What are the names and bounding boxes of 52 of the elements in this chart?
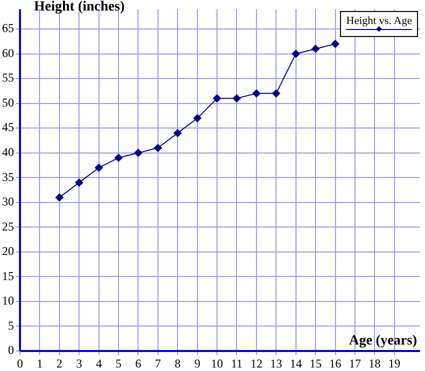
y-tick-label: 5	[8, 318, 14, 332]
x-tick-label: 15	[310, 356, 322, 370]
point	[134, 148, 142, 157]
series-label: Height vs. Age	[346, 15, 412, 28]
y-tick-label: 0	[8, 343, 14, 358]
x-tick-label: 13	[270, 356, 282, 370]
x-tick-label: 11	[230, 356, 243, 370]
y-tick-label: 55	[2, 70, 14, 85]
x-tick-label: 9	[194, 356, 200, 370]
x-tick-label: 5	[116, 356, 122, 370]
x-tick-label: 14	[290, 356, 302, 370]
x-tick-label: 7	[154, 356, 161, 370]
x-axis-title: Age (years)	[348, 334, 418, 349]
x-tick-label: 18	[368, 356, 381, 370]
point	[232, 94, 241, 102]
point	[292, 50, 300, 58]
point	[154, 144, 162, 152]
point	[331, 40, 340, 48]
point	[312, 44, 320, 53]
point	[174, 129, 182, 138]
y-tick-label: 30	[2, 194, 14, 209]
x-tick-label: 16	[329, 356, 342, 370]
x-tick-label: 3	[76, 356, 82, 370]
point	[252, 89, 260, 98]
x-tick-label: 2	[56, 356, 62, 370]
x-tick-label: 0	[17, 356, 23, 370]
point	[75, 178, 84, 187]
y-tick-label: 40	[2, 145, 14, 160]
y-tick-label: 25	[2, 219, 14, 234]
y-tick-label: 65	[2, 21, 14, 36]
y-tick-label: 60	[2, 46, 14, 60]
x-tick-label: 4	[96, 356, 102, 370]
y-tick-label: 50	[2, 95, 14, 110]
point	[114, 154, 123, 162]
point	[193, 114, 202, 122]
point	[272, 89, 280, 98]
x-tick-label: 12	[250, 356, 262, 370]
y-tick-label: 35	[2, 170, 14, 184]
point	[213, 94, 222, 102]
x-tick-label: 8	[174, 356, 181, 370]
x-tick-label: 1	[36, 356, 43, 370]
point	[94, 164, 103, 172]
x-tick-label: 17	[348, 356, 361, 370]
y-axis-title: Height (inches)	[34, 0, 125, 15]
y-tick-label: 15	[2, 268, 14, 283]
y-tick-label: 10	[2, 294, 14, 308]
y-tick-label: 20	[2, 244, 14, 258]
x-tick-label: 10	[211, 356, 224, 370]
y-tick-label: 45	[2, 120, 14, 134]
point	[55, 193, 64, 202]
x-tick-label: 6	[135, 356, 142, 370]
x-tick-label: 19	[388, 356, 400, 370]
